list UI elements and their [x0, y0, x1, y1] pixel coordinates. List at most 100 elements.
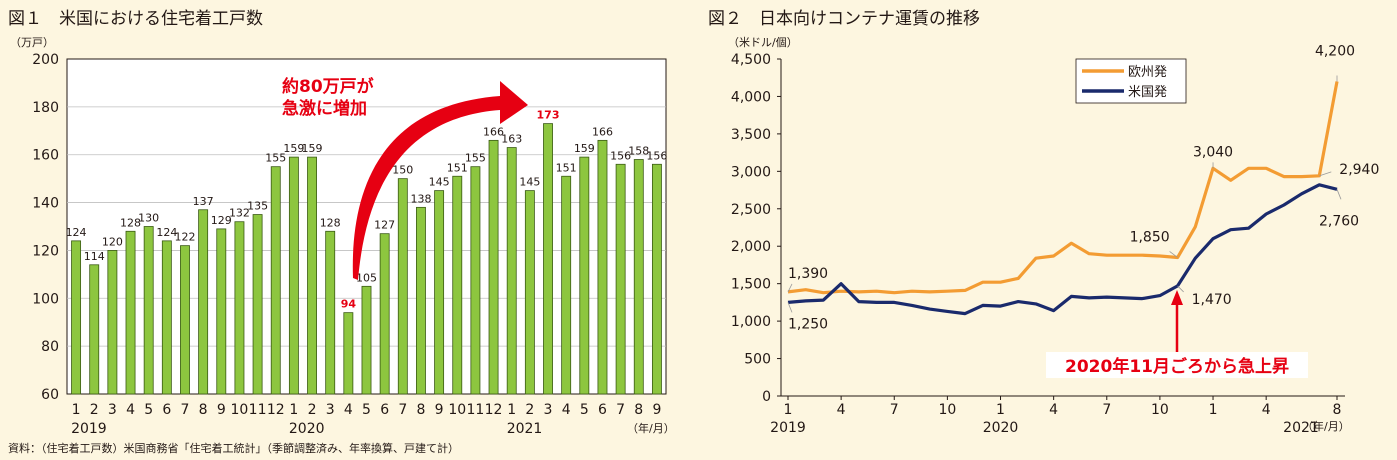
chart1-data-labels: 1241141201281301241221371291321351551591… — [66, 109, 668, 311]
chart2-legend: 欧州発 米国発 — [1075, 58, 1187, 104]
chart1-x-tick-label: 9 — [217, 402, 226, 418]
chart1-bar — [325, 230, 336, 395]
chart1-x-tick-label: 12 — [267, 402, 285, 418]
chart2-series-lines — [787, 81, 1339, 316]
chart2-y-tick-label: 1,500 — [731, 277, 771, 293]
chart2-x-tick-label: 10 — [938, 402, 956, 418]
chart2-y-tick-label: 0 — [762, 389, 771, 405]
chart1-title: 図１ 米国における住宅着工戸数 — [8, 9, 263, 29]
chart1-data-label: 145 — [429, 176, 450, 189]
chart1-data-label: 128 — [120, 216, 141, 229]
chart1-x-tick-label: 8 — [416, 402, 425, 418]
chart1-bar — [343, 312, 354, 395]
chart1-year-label: 2020 — [289, 421, 325, 437]
chart1-data-label: 122 — [174, 231, 195, 244]
chart1-bar — [434, 190, 445, 395]
chart1-year-label: 2021 — [507, 421, 543, 437]
chart1-x-tick-label: 8 — [634, 402, 643, 418]
chart2-legend-label-europe: 欧州発 — [1128, 65, 1167, 80]
chart1-x-ticks: 1 2 3 4 5 6 7 8 9 10 11 12 1 2 3 4 5 6 7 8 9 10 11 12 1 2 3 4 5 6 7 8 9 — [72, 402, 662, 418]
chart2-year-label: 2020 — [983, 420, 1019, 436]
chart1-annotation-line1: 約80万戸が — [282, 76, 374, 97]
chart2-x-tick-label: 7 — [890, 402, 899, 418]
chart2-x-tick-label: 4 — [1049, 402, 1058, 418]
chart1-bar — [89, 264, 100, 395]
chart1-x-tick-label: 1 — [507, 402, 516, 418]
chart1-y-tick-label: 160 — [32, 148, 59, 164]
chart1-y-unit: （万戸） — [10, 36, 54, 49]
chart1-data-label: 156 — [610, 149, 631, 162]
chart1-bar — [361, 285, 372, 395]
chart1-x-tick-label: 4 — [562, 402, 571, 418]
chart2: 図２ 日本向けコンテナ運賃の推移 （米ドル/個） 0 500 1,000 1,500 2… — [708, 9, 1379, 436]
chart1-bars — [71, 123, 662, 395]
chart2-x-tick-label: 1 — [996, 402, 1005, 418]
chart1-bar — [633, 159, 644, 395]
chart1-data-label: 163 — [501, 133, 522, 146]
chart1-x-tick-label: 6 — [598, 402, 607, 418]
chart2-y-tick-label: 1,000 — [731, 314, 771, 330]
chart2-value-label: 1,850 — [1130, 229, 1170, 245]
chart1-y-ticks: 60 80 100 120 140 160 180 200 — [32, 52, 59, 403]
chart1-data-label: 124 — [66, 226, 87, 239]
chart1-x-tick-label: 6 — [162, 402, 171, 418]
chart1-x-tick-label: 6 — [380, 402, 389, 418]
chart1-x-tick-label: 2 — [525, 402, 534, 418]
chart1-bar — [107, 250, 118, 395]
chart1-data-label: 156 — [646, 149, 667, 162]
chart1-bar — [125, 230, 136, 395]
chart2-value-leader — [1177, 285, 1184, 293]
chart1-bar — [288, 156, 299, 395]
chart1-bar — [252, 214, 263, 395]
chart2-value-labels: 1,390 1,250 1,850 1,470 3,040 4,200 2,940 2,760 — [787, 43, 1379, 332]
chart1-data-label: 155 — [465, 152, 486, 165]
chart2-y-tick-label: 4,500 — [731, 52, 771, 68]
chart1-data-label: 151 — [556, 161, 577, 174]
chart2-x-tick-label: 1 — [784, 402, 793, 418]
chart2-y-tick-label: 4,000 — [731, 89, 771, 105]
chart2-value-leader — [1319, 171, 1332, 177]
chart1-x-tick-label: 9 — [652, 402, 661, 418]
chart2-year-labels: 2019 2020 2021 — [770, 420, 1319, 436]
chart1-bar — [524, 190, 535, 395]
chart1-x-tick-label: 2 — [90, 402, 99, 418]
chart1-bar — [597, 139, 608, 395]
chart2-x-tick-label: 4 — [1262, 402, 1271, 418]
chart1-x-tick-label: 7 — [616, 402, 625, 418]
chart2-x-ticks: 1 4 7 10 1 4 7 10 1 4 8 — [784, 396, 1342, 418]
chart2-value-label: 4,200 — [1315, 43, 1355, 59]
chart2-y-ticks: 0 500 1,000 1,500 2,000 2,500 3,000 3,500 4,000 4… — [731, 52, 781, 405]
chart2-y-tick-label: 2,500 — [731, 202, 771, 218]
chart1-y-tick-label: 100 — [32, 291, 59, 307]
chart1-data-label: 159 — [283, 142, 304, 155]
chart1-bar — [561, 175, 572, 395]
chart2-annotation-arrowhead — [1171, 290, 1183, 305]
chart2-y-tick-label: 3,500 — [731, 127, 771, 143]
chart1-data-label: 173 — [537, 109, 560, 122]
chart1-bar — [216, 228, 227, 395]
chart1-data-label: 120 — [102, 235, 123, 248]
chart2-value-label: 2,940 — [1339, 162, 1379, 178]
chart1-data-label: 150 — [392, 164, 413, 177]
chart1-data-label: 166 — [483, 125, 504, 138]
chart1-y-tick-label: 180 — [32, 100, 59, 116]
chart2-x-tick-label: 8 — [1333, 402, 1342, 418]
chart1-data-label: 137 — [193, 195, 214, 208]
chart1-bar — [615, 163, 626, 395]
chart1-x-tick-label: 3 — [544, 402, 553, 418]
chart1-x-tick-label: 7 — [398, 402, 407, 418]
chart1-y-tick-label: 200 — [32, 52, 59, 68]
chart1-x-tick-label: 5 — [362, 402, 371, 418]
chart1-data-label: 105 — [356, 271, 377, 284]
chart2-x-tick-label: 10 — [1151, 402, 1169, 418]
chart1-x-tick-label: 1 — [289, 402, 298, 418]
chart1-data-label: 158 — [628, 145, 649, 158]
chart1-y-tick-label: 140 — [32, 196, 59, 212]
chart1-bar — [234, 221, 245, 395]
chart1-x-tick-label: 2 — [308, 402, 317, 418]
chart1-y-tick-label: 120 — [32, 243, 59, 259]
chart1-bar — [270, 166, 281, 395]
chart2-y-unit: （米ドル/個） — [728, 36, 798, 49]
chart1-data-label: 145 — [519, 176, 540, 189]
chart1-data-label: 124 — [156, 226, 177, 239]
